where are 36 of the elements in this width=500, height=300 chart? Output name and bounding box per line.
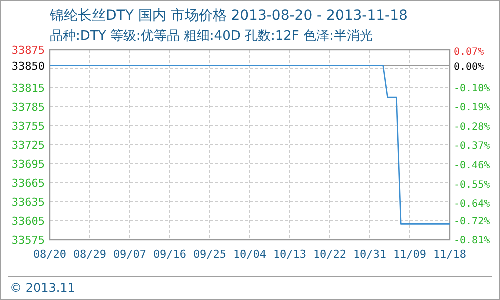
y2-tick-label: -0.37% (454, 141, 490, 152)
y-tick-label: 33850 (12, 60, 45, 73)
y2-tick-label: 0.07% (454, 46, 484, 58)
y2-tick-label: -0.55% (454, 180, 490, 191)
y2-tick-label: -0.72% (454, 216, 490, 228)
y-tick-label: 33725 (12, 139, 45, 152)
y-tick-label: 33575 (12, 234, 45, 247)
x-tick-label: 09/07 (113, 248, 147, 261)
chart-title: 锦纶长丝DTY 国内 市场价格 2013-08-20 - 2013-11-18 (49, 8, 408, 24)
x-tick-label: 08/20 (33, 248, 67, 261)
y-tick-label: 33815 (12, 82, 45, 95)
x-tick-label: 10/22 (313, 248, 347, 261)
x-tick-label: 08/29 (73, 248, 107, 261)
y2-tick-label: -0.19% (454, 102, 490, 114)
y-tick-label: 33665 (12, 177, 45, 190)
y-tick-label: 33785 (12, 101, 45, 114)
y-tick-label: 33695 (12, 158, 45, 171)
x-tick-label: 11/09 (393, 248, 427, 261)
x-tick-label: 10/04 (233, 248, 267, 261)
y2-tick-label: 0.00% (454, 62, 484, 73)
y2-tick-label: -0.81% (454, 236, 490, 247)
y-tick-label: 33875 (12, 44, 45, 57)
y2-tick-label: -0.46% (454, 160, 490, 172)
y-tick-label: 33635 (12, 196, 45, 209)
y-tick-label: 33755 (12, 120, 45, 133)
y2-tick-label: -0.64% (454, 199, 490, 210)
y-tick-label: 33605 (12, 215, 45, 228)
x-tick-label: 09/16 (153, 248, 187, 261)
x-tick-label: 11/18 (433, 248, 467, 261)
x-tick-label: 09/25 (193, 248, 227, 261)
chart-subtitle: 品种:DTY 等级:优等品 粗细:40D 孔数:12F 色泽:半消光 (50, 29, 373, 44)
y2-tick-label: -0.10% (454, 83, 490, 94)
text: © 2013.11 (10, 281, 76, 295)
x-tick-label: 10/13 (273, 248, 307, 261)
x-tick-label: 10/31 (353, 248, 387, 261)
y2-tick-label: -0.28% (454, 122, 490, 133)
